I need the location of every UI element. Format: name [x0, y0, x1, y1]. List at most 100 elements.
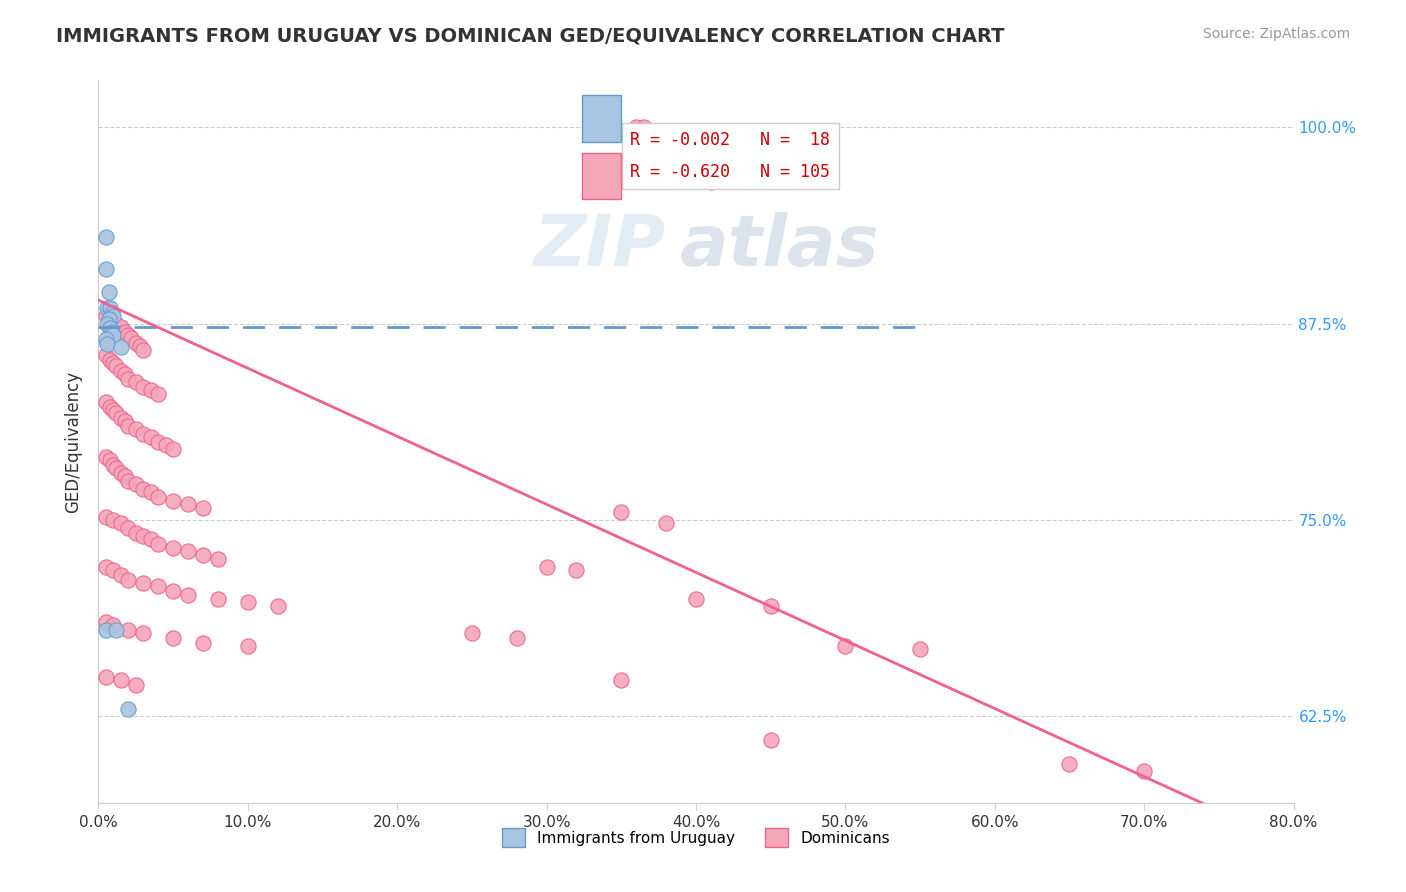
Point: [139, 484, 162, 499]
Point: [103, 309, 125, 323]
Point: [103, 327, 125, 342]
Point: [633, 120, 655, 135]
Point: [565, 563, 588, 577]
Point: [834, 639, 856, 653]
Point: [610, 673, 633, 688]
Point: [162, 541, 184, 556]
Point: [105, 359, 128, 373]
FancyBboxPatch shape: [582, 95, 620, 142]
Point: [267, 599, 290, 614]
Point: [236, 639, 259, 653]
Point: [117, 521, 139, 535]
Point: [125, 375, 148, 389]
Point: [94, 261, 117, 276]
Point: [148, 434, 170, 449]
Text: IMMIGRANTS FROM URUGUAY VS DOMINICAN GED/EQUIVALENCY CORRELATION CHART: IMMIGRANTS FROM URUGUAY VS DOMINICAN GED…: [56, 27, 1005, 45]
Point: [110, 568, 132, 582]
Point: [110, 411, 132, 425]
Point: [101, 306, 124, 320]
Point: [103, 458, 125, 472]
Point: [759, 733, 782, 747]
Point: [105, 623, 128, 637]
Point: [117, 372, 139, 386]
Point: [655, 516, 678, 531]
Point: [96, 317, 118, 331]
Point: [148, 536, 170, 550]
Point: [94, 560, 117, 574]
Point: [110, 466, 132, 480]
Point: [177, 497, 200, 511]
Text: Source: ZipAtlas.com: Source: ZipAtlas.com: [1202, 27, 1350, 41]
Point: [191, 500, 214, 515]
Point: [536, 560, 558, 574]
Point: [162, 494, 184, 508]
Point: [94, 510, 117, 524]
Point: [117, 418, 139, 433]
Point: [96, 337, 118, 351]
Point: [94, 230, 117, 244]
Point: [117, 701, 139, 715]
Point: [191, 548, 214, 562]
Point: [1133, 764, 1156, 779]
Point: [94, 333, 117, 347]
Point: [129, 339, 152, 353]
Point: [177, 544, 200, 558]
Point: [94, 309, 117, 323]
Point: [110, 516, 132, 531]
Point: [103, 513, 125, 527]
Point: [105, 317, 128, 331]
Point: [117, 623, 139, 637]
Point: [98, 301, 122, 315]
Y-axis label: GED/Equivalency: GED/Equivalency: [65, 370, 83, 513]
Point: [110, 364, 132, 378]
Text: atlas: atlas: [679, 212, 880, 281]
Text: ZIP: ZIP: [534, 212, 666, 281]
Point: [506, 631, 529, 645]
Point: [120, 331, 142, 345]
Point: [114, 469, 136, 483]
Point: [98, 312, 122, 326]
Point: [759, 599, 782, 614]
Point: [94, 615, 117, 630]
Point: [1059, 756, 1081, 771]
Point: [132, 529, 155, 543]
Point: [610, 505, 633, 519]
Point: [148, 579, 170, 593]
Point: [236, 595, 259, 609]
Point: [125, 335, 148, 350]
Point: [103, 618, 125, 632]
Point: [461, 626, 484, 640]
Point: [97, 312, 120, 326]
Point: [98, 352, 122, 367]
Point: [207, 552, 229, 566]
Point: [98, 400, 122, 414]
FancyBboxPatch shape: [582, 153, 620, 200]
Point: [98, 453, 122, 467]
Point: [110, 319, 132, 334]
Point: [162, 631, 184, 645]
Point: [132, 482, 155, 496]
Point: [125, 525, 148, 540]
Point: [132, 426, 155, 441]
Point: [125, 678, 148, 692]
Point: [103, 315, 125, 329]
Point: [110, 673, 132, 688]
Point: [908, 641, 931, 656]
Point: [94, 670, 117, 684]
Point: [117, 573, 139, 587]
Point: [207, 591, 229, 606]
Point: [148, 490, 170, 504]
Point: [132, 343, 155, 358]
Point: [117, 327, 139, 342]
Point: [125, 422, 148, 436]
Point: [125, 477, 148, 491]
Point: [132, 379, 155, 393]
Point: [98, 321, 122, 335]
Point: [162, 583, 184, 598]
Point: [177, 589, 200, 603]
Point: [132, 575, 155, 590]
Point: [103, 563, 125, 577]
Point: [94, 450, 117, 465]
Text: R = -0.002   N =  18
R = -0.620   N = 105: R = -0.002 N = 18 R = -0.620 N = 105: [630, 131, 830, 181]
Point: [105, 406, 128, 420]
